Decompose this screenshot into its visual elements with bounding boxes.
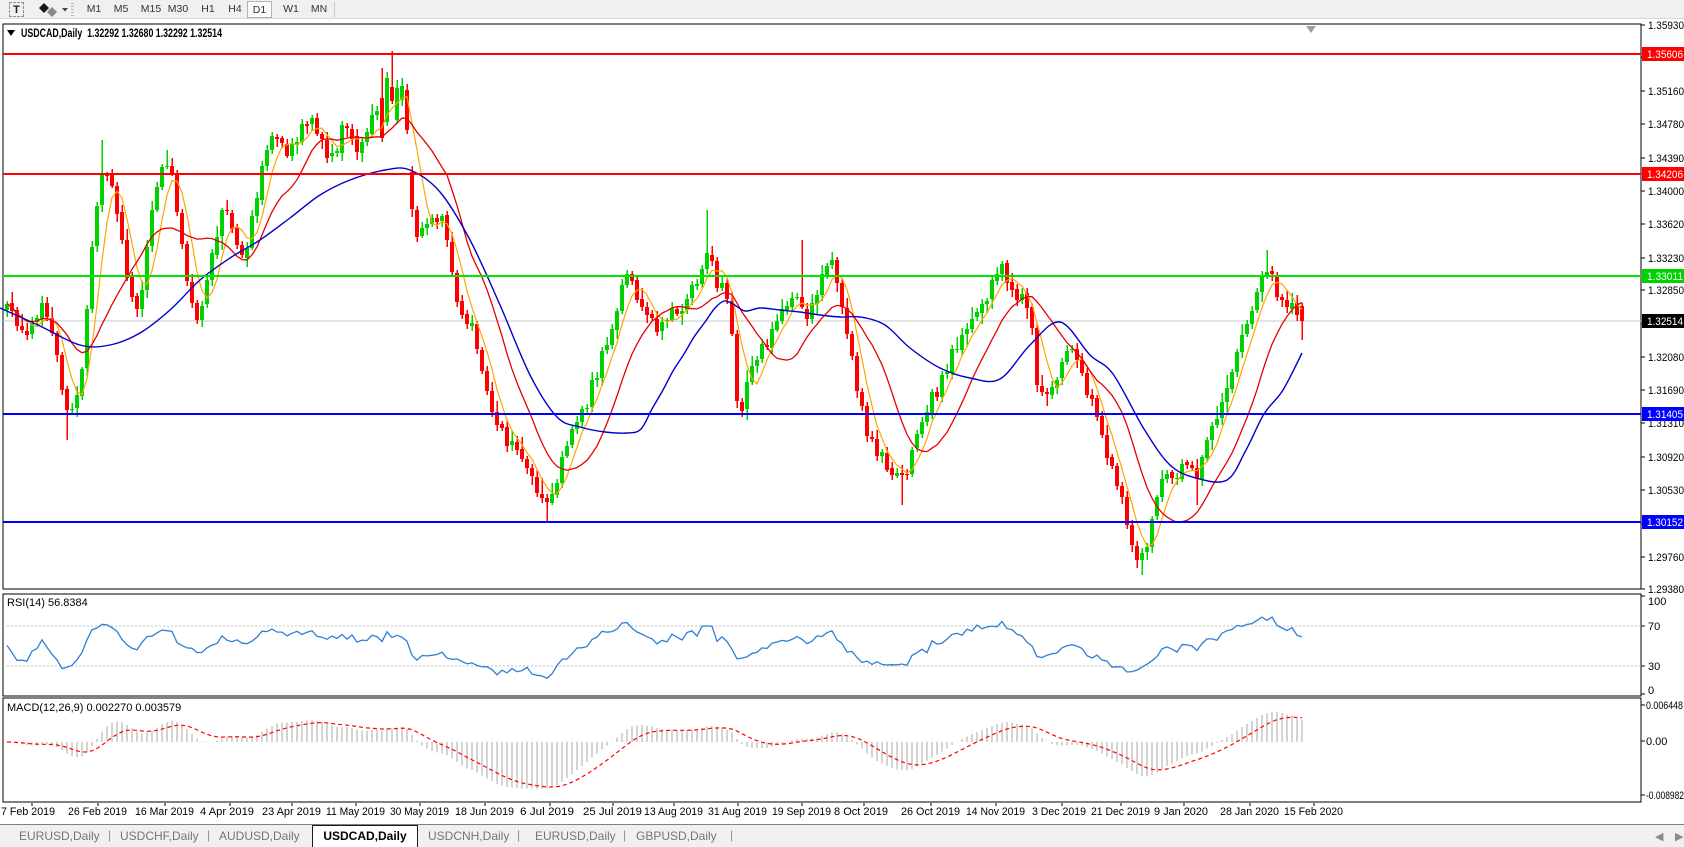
svg-text:15 Feb 2020: 15 Feb 2020 [1284,806,1343,818]
svg-text:7 Feb 2019: 7 Feb 2019 [1,806,55,818]
svg-text:RSI(14) 56.8384: RSI(14) 56.8384 [7,597,88,609]
svg-text:-0.008982: -0.008982 [1646,790,1684,802]
svg-text:1.34390: 1.34390 [1648,153,1684,165]
svg-text:31 Aug 2019: 31 Aug 2019 [708,806,767,818]
svg-text:1.32514: 1.32514 [1647,316,1683,328]
svg-text:3 Dec 2019: 3 Dec 2019 [1032,806,1086,818]
svg-text:23 Apr 2019: 23 Apr 2019 [262,806,321,818]
svg-text:26 Oct 2019: 26 Oct 2019 [901,806,960,818]
svg-text:USDCAD,Daily 1.32292 1.32680: USDCAD,Daily 1.32292 1.32680 1.32292 1.3… [21,28,222,40]
svg-text:18 Jun 2019: 18 Jun 2019 [455,806,514,818]
svg-text:26 Feb 2019: 26 Feb 2019 [68,806,127,818]
svg-text:16 Mar 2019: 16 Mar 2019 [135,806,194,818]
svg-text:21 Dec 2019: 21 Dec 2019 [1091,806,1150,818]
svg-text:70: 70 [1648,621,1660,633]
svg-text:14 Nov 2019: 14 Nov 2019 [966,806,1025,818]
svg-text:28 Jan 2020: 28 Jan 2020 [1220,806,1279,818]
svg-text:0.00: 0.00 [1646,736,1667,748]
svg-text:9 Jan 2020: 9 Jan 2020 [1154,806,1208,818]
svg-text:1.33011: 1.33011 [1647,271,1683,283]
svg-text:1.32080: 1.32080 [1648,352,1684,364]
svg-text:1.31690: 1.31690 [1648,385,1684,397]
svg-text:1.35930: 1.35930 [1648,20,1684,32]
svg-text:100: 100 [1648,596,1666,608]
svg-text:1.29760: 1.29760 [1648,552,1684,564]
svg-text:0.006448: 0.006448 [1646,700,1683,712]
svg-text:11 May 2019: 11 May 2019 [326,806,385,818]
svg-text:19 Sep 2019: 19 Sep 2019 [772,806,831,818]
svg-text:1.30152: 1.30152 [1647,517,1683,529]
svg-text:1.34206: 1.34206 [1647,169,1683,181]
svg-text:1.31405: 1.31405 [1647,409,1683,421]
svg-text:1.29380: 1.29380 [1648,584,1684,596]
svg-text:1.30920: 1.30920 [1648,452,1684,464]
svg-text:1.33230: 1.33230 [1648,253,1684,265]
svg-text:1.34780: 1.34780 [1648,119,1684,131]
svg-text:0: 0 [1648,685,1654,697]
svg-text:6 Jul 2019: 6 Jul 2019 [520,806,574,818]
svg-text:30: 30 [1648,661,1660,673]
svg-text:MACD(12,26,9) 0.002270 0.00357: MACD(12,26,9) 0.002270 0.003579 [7,702,181,714]
svg-text:1.35606: 1.35606 [1647,49,1683,61]
svg-text:30 May 2019: 30 May 2019 [390,806,449,818]
svg-text:4 Apr 2019: 4 Apr 2019 [200,806,254,818]
svg-text:1.34000: 1.34000 [1648,186,1684,198]
svg-text:1.30530: 1.30530 [1648,485,1684,497]
svg-text:1.33620: 1.33620 [1648,219,1684,231]
svg-text:13 Aug 2019: 13 Aug 2019 [644,806,703,818]
svg-text:1.35160: 1.35160 [1648,86,1684,98]
svg-text:1.32850: 1.32850 [1648,285,1684,297]
svg-text:8 Oct 2019: 8 Oct 2019 [834,806,888,818]
svg-text:25 Jul 2019: 25 Jul 2019 [583,806,642,818]
